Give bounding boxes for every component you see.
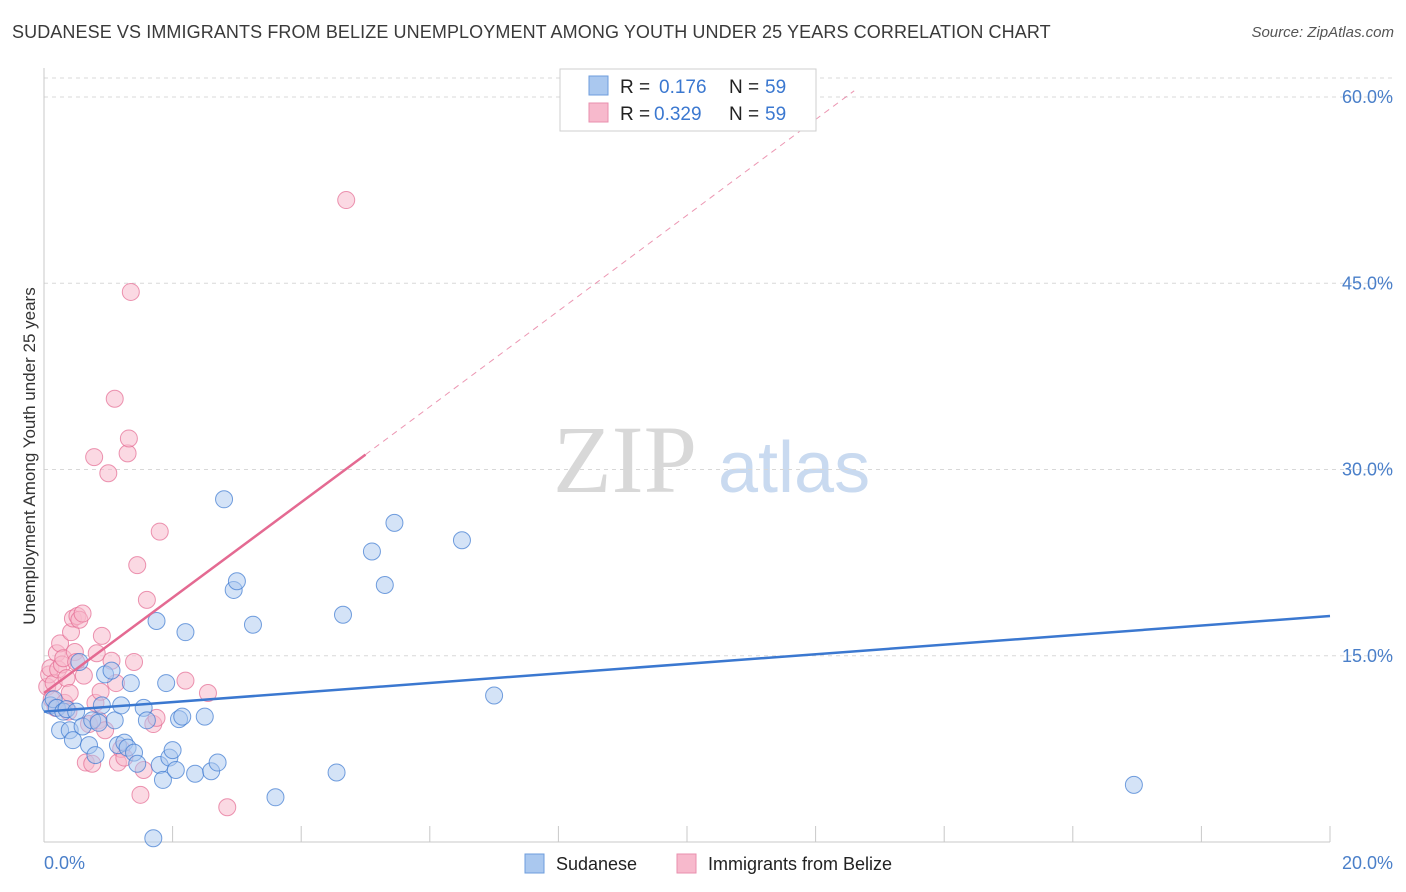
trend-line-sudanese (43, 614, 1331, 713)
sudanese-point-37 (173, 707, 192, 726)
sudanese-point-54 (485, 686, 504, 705)
trend-lines (43, 90, 1331, 713)
legend-swatch-belize (588, 102, 609, 123)
bottom-legend-label-belize: Immigrants from Belize (708, 854, 892, 874)
y-tick-labels: 15.0% 30.0% 45.0% 60.0% (1342, 87, 1393, 666)
sudanese-point-29 (147, 611, 166, 630)
belize-point-53 (218, 798, 237, 817)
legend-r-value-sudanese: 0.176 (659, 77, 707, 98)
legend-n-value-belize: 59 (765, 104, 786, 125)
sudanese-point-43 (215, 490, 234, 509)
sudanese-point-39 (186, 764, 205, 783)
sudanese-point-31 (153, 770, 172, 789)
sudanese-point-15 (92, 696, 111, 715)
bottom-legend-swatch-belize (676, 853, 697, 874)
sudanese-point-48 (327, 763, 346, 782)
x-tick-label-1: 20.0% (1342, 853, 1393, 873)
bottom-legend: Sudanese Immigrants from Belize (524, 853, 892, 874)
belize-point-42 (121, 282, 140, 301)
legend-r-label-sudanese: R = (620, 77, 650, 98)
sudanese-point-8 (67, 702, 86, 721)
belize-point-52 (198, 684, 217, 702)
sudanese-point-27 (137, 711, 156, 730)
belize-point-45 (131, 785, 150, 804)
watermark-zip: ZIP (553, 406, 697, 513)
sudanese-point-13 (86, 746, 105, 765)
sudanese-point-53 (452, 531, 471, 550)
sudanese-point-52 (385, 513, 404, 532)
sudanese-point-55 (1124, 775, 1143, 794)
sudanese-point-38 (176, 623, 195, 642)
series-sudanese-points (41, 490, 1143, 848)
chart-title: SUDANESE VS IMMIGRANTS FROM BELIZE UNEMP… (12, 22, 1051, 42)
trend-line-belize-extension (365, 90, 855, 456)
sudanese-point-14 (89, 713, 108, 732)
sudanese-point-42 (208, 753, 227, 772)
legend-swatch-sudanese (588, 75, 609, 96)
belize-point-54 (337, 191, 356, 210)
sudanese-point-40 (195, 707, 214, 726)
legend-n-value-sudanese: 59 (765, 77, 786, 98)
legend-r-label-belize: R = (620, 104, 650, 125)
belize-point-50 (150, 522, 169, 541)
belize-point-43 (125, 652, 144, 671)
sudanese-point-28 (144, 829, 163, 848)
gridlines (44, 77, 1393, 657)
belize-point-14 (60, 684, 79, 702)
belize-point-26 (85, 448, 104, 467)
sudanese-point-32 (157, 674, 176, 693)
legend-n-label-sudanese: N = (729, 77, 759, 98)
belize-point-21 (73, 604, 92, 623)
sudanese-point-23 (121, 674, 140, 693)
y-tick-label-0: 15.0% (1342, 646, 1393, 666)
sudanese-point-7 (63, 731, 82, 750)
x-tick-label-0: 0.0% (44, 853, 85, 873)
watermark-atlas: atlas (718, 428, 870, 508)
belize-point-35 (105, 389, 124, 408)
y-tick-label-1: 30.0% (1342, 460, 1393, 480)
source-credit: Source: ZipAtlas.com (1251, 24, 1394, 41)
belize-point-47 (137, 590, 156, 609)
belize-point-41 (119, 429, 138, 448)
belize-point-31 (92, 626, 111, 645)
belize-point-33 (99, 464, 118, 483)
bottom-legend-label-sudanese: Sudanese (556, 854, 637, 874)
sudanese-point-18 (105, 711, 124, 730)
belize-point-44 (128, 556, 147, 575)
axes (43, 68, 1331, 843)
belize-point-40 (118, 444, 137, 463)
sudanese-point-17 (102, 661, 121, 680)
sudanese-point-34 (163, 741, 182, 760)
sudanese-point-46 (243, 615, 262, 634)
belize-point-51 (176, 671, 195, 690)
legend-r-value-belize: 0.329 (654, 104, 702, 125)
x-tick-labels: 0.0% 20.0% (44, 853, 1393, 873)
legend-box: R = 0.176 N = 59 R = 0.329 N = 59 (559, 68, 817, 132)
sudanese-point-50 (362, 542, 381, 561)
y-tick-label-3: 60.0% (1342, 87, 1393, 107)
bottom-legend-swatch-sudanese (524, 853, 545, 874)
sudanese-point-49 (333, 605, 352, 624)
sudanese-point-25 (128, 754, 147, 773)
sudanese-point-35 (166, 760, 185, 779)
sudanese-point-45 (227, 572, 246, 591)
y-tick-label-2: 45.0% (1342, 273, 1393, 293)
y-axis-label: Unemployment Among Youth under 25 years (20, 287, 39, 624)
trend-line-belize (43, 453, 367, 695)
sudanese-point-51 (375, 575, 394, 594)
watermark: ZIP atlas (553, 406, 870, 513)
legend-n-label-belize: N = (729, 104, 759, 125)
sudanese-point-47 (266, 788, 285, 807)
